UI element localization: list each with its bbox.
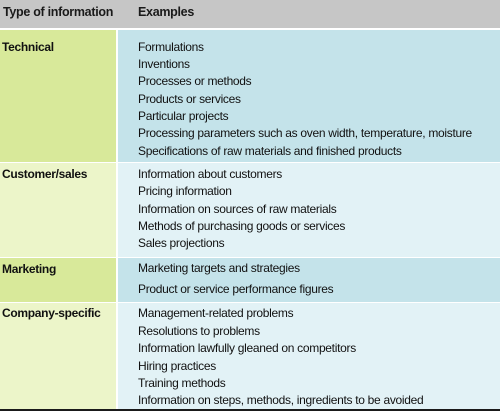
category-cell: Technical (0, 30, 116, 162)
list-item: Information on steps, methods, ingredien… (138, 393, 424, 407)
header-type: Type of information (3, 5, 114, 19)
list-item: Inventions (138, 57, 190, 71)
list-item: Training methods (138, 376, 226, 390)
list-item: Processes or methods (138, 74, 252, 88)
table-row-marketing: Marketing Marketing targets and strategi… (0, 258, 500, 302)
category-cell: Customer/sales (0, 163, 116, 257)
header-examples: Examples (138, 5, 194, 19)
list-item: Information lawfully gleaned on competit… (138, 341, 356, 355)
table-row-technical: Technical Formulations Inventions Proces… (0, 30, 500, 162)
list-item: Product or service performance figures (138, 282, 334, 296)
list-item: Marketing targets and strategies (138, 261, 300, 275)
list-item: Information about customers (138, 167, 282, 181)
table-row-company-specific: Company-specific Management-related prob… (0, 303, 500, 409)
category-label: Marketing (2, 262, 56, 276)
category-label: Company-specific (2, 306, 101, 320)
examples-cell: Marketing targets and strategies Product… (118, 258, 500, 302)
list-item: Specifications of raw materials and fini… (138, 144, 402, 158)
list-item: Hiring practices (138, 359, 216, 373)
list-item: Particular projects (138, 109, 229, 123)
examples-cell: Formulations Inventions Processes or met… (118, 30, 500, 162)
list-item: Resolutions to problems (138, 324, 260, 338)
list-item: Sales projections (138, 236, 225, 250)
category-label: Technical (2, 40, 54, 54)
list-item: Pricing information (138, 184, 232, 198)
list-item: Formulations (138, 40, 204, 54)
table-row-customer-sales: Customer/sales Information about custome… (0, 163, 500, 257)
list-item: Methods of purchasing goods or services (138, 219, 346, 233)
list-item: Products or services (138, 92, 241, 106)
examples-cell: Information about customers Pricing info… (118, 163, 500, 257)
list-item: Management-related problems (138, 306, 294, 320)
bottom-rule (0, 409, 500, 411)
category-cell: Company-specific (0, 303, 116, 409)
table-header: Type of information Examples (0, 0, 500, 28)
examples-cell: Management-related problems Resolutions … (118, 303, 500, 409)
category-label: Customer/sales (2, 167, 88, 181)
list-item: Information on sources of raw materials (138, 202, 337, 216)
list-item: Processing parameters such as oven width… (138, 126, 472, 140)
category-cell: Marketing (0, 258, 116, 302)
